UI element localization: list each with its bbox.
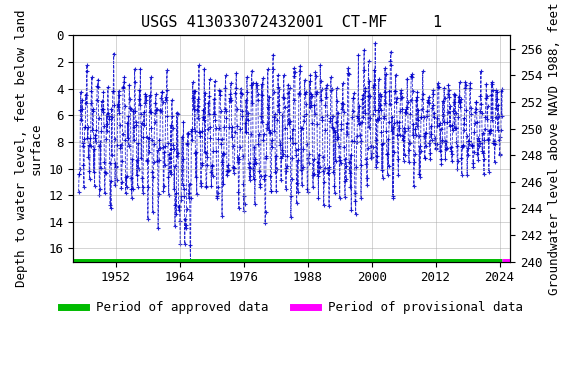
Y-axis label: Depth to water level, feet below land
surface: Depth to water level, feet below land su… (15, 10, 43, 287)
Title: USGS 413033072432001  CT-MF     1: USGS 413033072432001 CT-MF 1 (141, 15, 442, 30)
Legend: Period of approved data, Period of provisional data: Period of approved data, Period of provi… (55, 296, 528, 319)
Y-axis label: Groundwater level above NAVD 1988, feet: Groundwater level above NAVD 1988, feet (548, 2, 561, 295)
